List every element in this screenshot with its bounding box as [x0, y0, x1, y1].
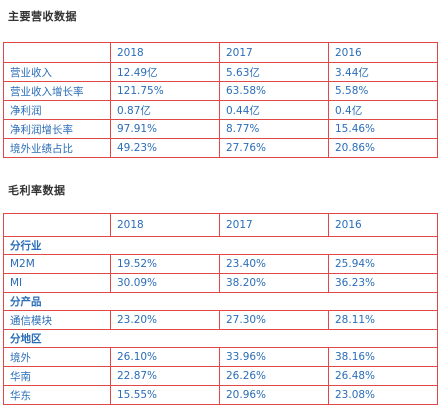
revenue-table: 2018 2017 2016 营业收入 12.49亿 5.63亿 3.44亿 营…: [3, 42, 438, 158]
table-cell: 49.23%: [110, 138, 220, 158]
table-cell: 33.96%: [219, 347, 329, 367]
table-header-row: 2018 2017 2016: [3, 213, 438, 237]
margin-table: 2018 2017 2016 分行业 M2M 19.52% 23.40% 25.…: [3, 213, 438, 405]
row-label: 净利润增长率: [3, 119, 111, 139]
table-cell: 22.87%: [110, 366, 220, 386]
table-cell: 20.86%: [328, 138, 438, 158]
table-cell: 5.63亿: [219, 62, 329, 82]
header-cell-2018: 2018: [110, 213, 220, 237]
table-cell: 28.11%: [328, 310, 438, 330]
row-label: 通信模块: [3, 310, 111, 330]
table-cell: 0.44亿: [219, 100, 329, 120]
table-cell: 26.26%: [219, 366, 329, 386]
table-cell: 63.58%: [219, 81, 329, 101]
group-row-product: 分产品: [3, 292, 438, 311]
table-cell: 30.09%: [110, 273, 220, 293]
row-label: 境外业绩占比: [3, 138, 111, 158]
row-label: 华东: [3, 385, 111, 405]
table-cell: 23.08%: [328, 385, 438, 405]
table-cell: 3.44亿: [328, 62, 438, 82]
table-cell: 97.91%: [110, 119, 220, 139]
row-label: 营业收入增长率: [3, 81, 111, 101]
table-row: 境外 26.10% 33.96% 38.16%: [3, 347, 438, 367]
table-cell: 26.10%: [110, 347, 220, 367]
table-cell: 27.30%: [219, 310, 329, 330]
table-row: 净利润增长率 97.91% 8.77% 15.46%: [3, 119, 438, 139]
table-cell: 15.46%: [328, 119, 438, 139]
table-row: 营业收入 12.49亿 5.63亿 3.44亿: [3, 62, 438, 82]
group-label: 分行业: [3, 236, 438, 255]
group-row-region: 分地区: [3, 329, 438, 348]
table-row: 通信模块 23.20% 27.30% 28.11%: [3, 310, 438, 330]
table-cell: 36.23%: [328, 273, 438, 293]
table-cell: 0.4亿: [328, 100, 438, 120]
revenue-section-title: 主要营收数据: [8, 10, 77, 23]
table-cell: 23.20%: [110, 310, 220, 330]
row-label: MI: [3, 273, 111, 293]
table-cell: 12.49亿: [110, 62, 220, 82]
table-cell: 23.40%: [219, 254, 329, 274]
row-label: 营业收入: [3, 62, 111, 82]
table-cell: 38.20%: [219, 273, 329, 293]
header-cell-empty: [3, 42, 111, 63]
table-cell: 0.87亿: [110, 100, 220, 120]
header-cell-2017: 2017: [219, 213, 329, 237]
header-cell-2018: 2018: [110, 42, 220, 63]
margin-section-title: 毛利率数据: [8, 184, 66, 197]
table-row: 华南 22.87% 26.26% 26.48%: [3, 366, 438, 386]
table-row: 营业收入增长率 121.75% 63.58% 5.58%: [3, 81, 438, 101]
row-label: 净利润: [3, 100, 111, 120]
table-cell: 19.52%: [110, 254, 220, 274]
group-label: 分产品: [3, 292, 438, 311]
table-cell: 27.76%: [219, 138, 329, 158]
table-cell: 15.55%: [110, 385, 220, 405]
header-cell-empty: [3, 213, 111, 237]
row-label: 境外: [3, 347, 111, 367]
table-cell: 5.58%: [328, 81, 438, 101]
header-cell-2016: 2016: [328, 42, 438, 63]
table-row: M2M 19.52% 23.40% 25.94%: [3, 254, 438, 274]
table-cell: 121.75%: [110, 81, 220, 101]
table-cell: 26.48%: [328, 366, 438, 386]
table-cell: 25.94%: [328, 254, 438, 274]
table-row: 净利润 0.87亿 0.44亿 0.4亿: [3, 100, 438, 120]
table-header-row: 2018 2017 2016: [3, 42, 438, 63]
row-label: M2M: [3, 254, 111, 274]
table-cell: 38.16%: [328, 347, 438, 367]
table-cell: 20.96%: [219, 385, 329, 405]
row-label: 华南: [3, 366, 111, 386]
group-label: 分地区: [3, 329, 438, 348]
table-row: MI 30.09% 38.20% 36.23%: [3, 273, 438, 293]
table-row: 境外业绩占比 49.23% 27.76% 20.86%: [3, 138, 438, 158]
table-row: 华东 15.55% 20.96% 23.08%: [3, 385, 438, 405]
group-row-industry: 分行业: [3, 236, 438, 255]
header-cell-2016: 2016: [328, 213, 438, 237]
header-cell-2017: 2017: [219, 42, 329, 63]
table-cell: 8.77%: [219, 119, 329, 139]
